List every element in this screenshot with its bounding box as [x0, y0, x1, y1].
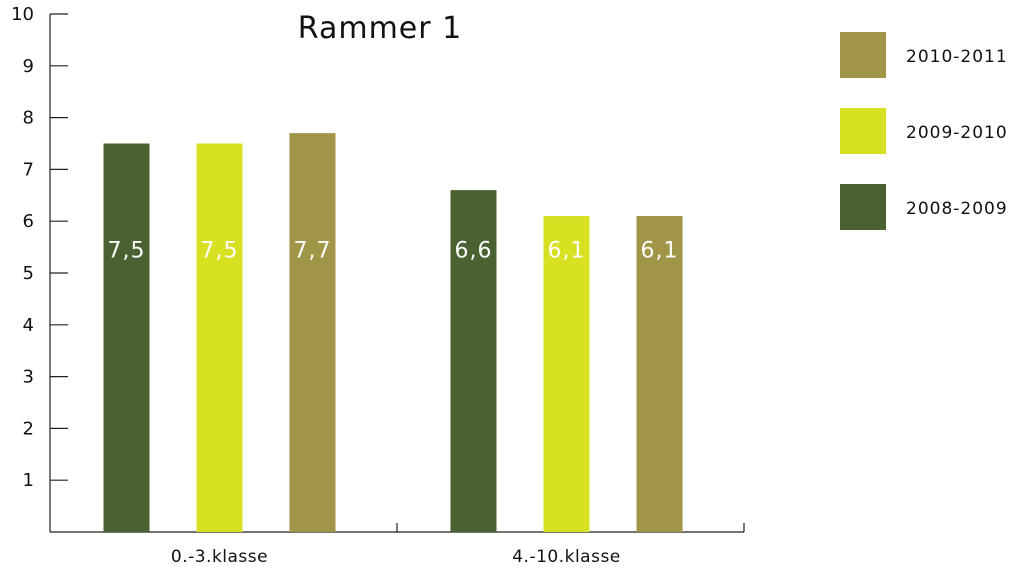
- x-category-label: 0.-3.klasse: [171, 547, 268, 567]
- y-tick-label: 2: [23, 418, 34, 439]
- y-tick-label: 1: [23, 470, 34, 491]
- bar: [450, 190, 497, 532]
- legend-swatch: [840, 108, 886, 154]
- y-tick-label: 7: [23, 159, 34, 180]
- bar-value-label: 7,5: [201, 238, 239, 263]
- y-tick-label: 5: [23, 263, 34, 284]
- bar-value-label: 6,1: [641, 238, 679, 263]
- bar: [636, 216, 683, 532]
- chart-axes: 1 2 3 4 5 6 7 8 9 10 0.-3.klasse 4.-10.klasse: [11, 4, 745, 567]
- legend-label: 2010-2011: [906, 47, 1008, 67]
- y-tick-label: 8: [23, 108, 34, 129]
- y-tick-label: 10: [11, 4, 34, 25]
- bar-value-label: 6,1: [548, 238, 586, 263]
- y-tick-label: 3: [23, 367, 34, 388]
- y-tick-label: 9: [23, 56, 34, 77]
- chart-bars: [103, 133, 683, 532]
- y-tick-label: 4: [23, 315, 34, 336]
- bar: [543, 216, 590, 532]
- legend-swatch: [840, 184, 886, 230]
- bar-value-label: 7,5: [108, 238, 146, 263]
- x-category-label: 4.-10.klasse: [512, 547, 621, 567]
- y-tick-label: 6: [23, 211, 34, 232]
- bar-value-label: 6,6: [455, 238, 493, 263]
- bar: [103, 143, 150, 532]
- bar-value-label: 7,7: [294, 238, 332, 263]
- legend-swatch: [840, 32, 886, 78]
- chart-data-labels: 7,5 7,5 7,7 6,6 6,1 6,1: [108, 238, 679, 263]
- chart-legend: 2010-2011 2009-2010 2008-2009: [840, 32, 1008, 230]
- legend-label: 2008-2009: [906, 199, 1008, 219]
- legend-label: 2009-2010: [906, 123, 1008, 143]
- chart-title: Rammer 1: [298, 11, 462, 46]
- bar: [289, 133, 336, 532]
- bar: [196, 143, 243, 532]
